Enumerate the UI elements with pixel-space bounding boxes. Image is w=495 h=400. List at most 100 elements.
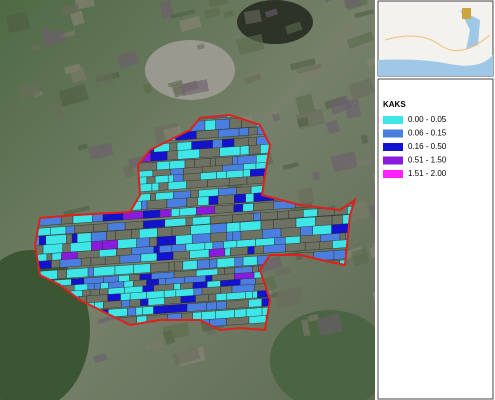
field xyxy=(295,93,316,115)
parcel xyxy=(174,260,184,271)
parcel xyxy=(217,128,240,138)
parcel xyxy=(168,303,188,314)
parcel xyxy=(57,269,67,280)
field xyxy=(162,322,190,341)
parcel xyxy=(103,300,122,309)
field xyxy=(354,9,375,19)
parcel xyxy=(65,225,76,235)
parcel xyxy=(71,233,78,244)
field xyxy=(274,266,292,278)
parcel xyxy=(169,142,178,152)
field xyxy=(360,134,369,145)
parcel xyxy=(90,256,106,266)
field xyxy=(368,200,375,222)
parcel xyxy=(209,214,233,225)
parcel xyxy=(147,297,165,306)
parcel xyxy=(204,119,216,131)
field xyxy=(296,63,322,74)
field xyxy=(243,9,262,25)
parcel xyxy=(312,224,332,236)
field xyxy=(69,66,87,84)
parcel xyxy=(214,204,235,214)
parcel xyxy=(131,229,140,240)
parcel xyxy=(66,233,73,245)
parcel xyxy=(107,222,126,232)
parcel xyxy=(192,216,211,226)
parcel xyxy=(62,242,71,253)
field xyxy=(325,119,341,135)
field xyxy=(330,151,358,173)
parcel xyxy=(142,306,154,315)
parcel xyxy=(226,299,249,310)
field xyxy=(366,56,375,67)
parcel xyxy=(191,233,211,244)
legend-label: 0.51 - 1.50 xyxy=(408,156,447,165)
inset-map xyxy=(377,0,494,77)
parcel xyxy=(245,291,253,299)
legend-label: 0.00 - 0.05 xyxy=(408,115,447,124)
legend-swatch xyxy=(383,129,403,138)
parcel xyxy=(51,259,61,269)
parcel xyxy=(129,298,141,307)
parcel xyxy=(212,139,223,149)
parcel xyxy=(239,145,250,156)
field xyxy=(297,187,316,206)
parcel xyxy=(105,255,121,265)
parcel xyxy=(248,315,267,324)
field xyxy=(143,82,153,94)
parcel xyxy=(226,291,246,301)
parcel xyxy=(189,249,210,259)
field xyxy=(167,79,183,88)
field xyxy=(203,7,221,19)
field xyxy=(297,117,309,128)
parcel xyxy=(248,126,258,136)
parcel xyxy=(248,298,262,308)
parcel xyxy=(146,199,168,210)
parcel xyxy=(153,304,170,315)
field xyxy=(53,101,65,119)
parcel xyxy=(262,228,282,239)
field xyxy=(344,25,355,35)
parcel xyxy=(180,295,196,304)
parcel xyxy=(253,201,274,212)
parcel xyxy=(224,247,231,257)
parcel xyxy=(216,257,235,268)
parcel xyxy=(209,258,218,269)
parcel xyxy=(199,147,220,159)
parcel xyxy=(150,261,170,273)
parcel xyxy=(305,241,321,251)
legend-swatch xyxy=(383,116,403,124)
parcel xyxy=(285,242,306,252)
parcel xyxy=(140,252,158,263)
parcel xyxy=(253,212,261,222)
field xyxy=(87,142,114,160)
field xyxy=(77,143,88,151)
field xyxy=(369,246,375,258)
parcel xyxy=(140,298,149,307)
parcel xyxy=(133,263,151,274)
parcel xyxy=(240,229,263,241)
field xyxy=(41,26,52,40)
field xyxy=(116,50,140,69)
parcel xyxy=(141,200,148,210)
field xyxy=(64,63,81,75)
parcel xyxy=(74,224,94,234)
field xyxy=(171,82,186,98)
parcel xyxy=(93,265,116,277)
legend-swatch xyxy=(383,170,403,178)
field xyxy=(61,3,80,16)
legend: 0.00 - 0.05 0.06 - 0.15 0.16 - 0.50 0.51 - … xyxy=(383,115,447,178)
parcel xyxy=(234,256,244,267)
field xyxy=(196,43,205,50)
parcel xyxy=(280,226,301,238)
parcel xyxy=(260,211,278,221)
legend-title: KAKS xyxy=(383,100,406,109)
parcel xyxy=(175,234,193,246)
parcel xyxy=(254,245,264,255)
parcel xyxy=(150,151,168,162)
parcel xyxy=(245,307,263,318)
field xyxy=(223,9,235,18)
field xyxy=(344,98,362,119)
parcel xyxy=(248,144,261,155)
parcel xyxy=(232,213,254,223)
